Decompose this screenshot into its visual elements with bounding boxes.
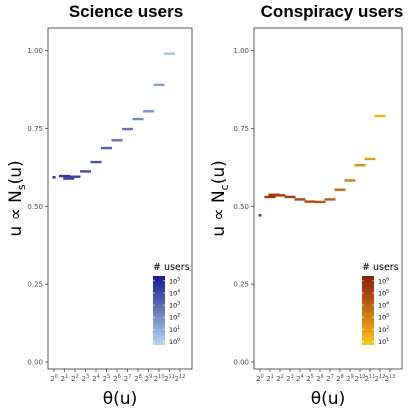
y-tick-label: 0.00	[27, 359, 43, 367]
legend-title: # users	[153, 262, 190, 273]
x-tick-label: 29	[346, 374, 354, 383]
x-tick-label: 24	[296, 374, 304, 383]
data-point	[264, 195, 276, 199]
data-point	[268, 193, 280, 196]
data-point	[143, 110, 154, 113]
data-point	[153, 83, 165, 87]
y-tick-label: 0.00	[233, 359, 249, 367]
x-tick-label: 22	[276, 374, 284, 383]
data-point	[69, 175, 81, 178]
x-tick-label: 27	[326, 374, 334, 383]
x-tick-label: 26	[113, 374, 121, 383]
data-point	[80, 170, 91, 173]
data-point	[164, 52, 175, 55]
legend: # users 105 104 103 102 101 100	[153, 262, 190, 346]
legend-tick-label: 102	[169, 313, 180, 322]
x-tick-label: 20	[50, 374, 58, 383]
x-axis-label: θ(u)	[311, 389, 345, 409]
data-point	[354, 163, 366, 167]
x-tick-label: 21	[61, 374, 69, 383]
y-axis-label: u ∝ Ns(u)	[6, 160, 28, 236]
plot-border	[253, 27, 403, 370]
data-point	[59, 174, 70, 178]
y-tick-label: 0.25	[27, 281, 43, 289]
x-tick-label: 21	[266, 374, 274, 383]
x-tick-label: 28	[134, 374, 142, 383]
x-tick-label: 23	[286, 374, 294, 383]
data-point	[344, 179, 356, 182]
x-tick-label: 27	[124, 374, 132, 383]
data-point	[314, 200, 326, 204]
chart-title: Conspiracy users	[261, 2, 404, 21]
y-tick-label: 0.75	[27, 125, 43, 133]
y-axis-label: u ∝ Nc(u)	[209, 160, 231, 237]
data-point	[334, 188, 346, 191]
x-tick-label: 210	[355, 374, 366, 383]
y-tick-label: 1.00	[233, 47, 249, 55]
legend-tick-label: 105	[169, 276, 180, 285]
x-tick-label: 28	[336, 374, 344, 383]
x-tick-label: 212	[375, 374, 386, 383]
legend-tick-label: 105	[378, 288, 389, 297]
data-point	[294, 198, 306, 201]
data-point	[122, 127, 133, 131]
legend-tick-label: 104	[378, 301, 389, 310]
legend-colorbar	[153, 276, 165, 345]
legend: # users 106 105 104 103 102 101	[362, 262, 399, 346]
data-point	[101, 146, 112, 150]
data-point	[63, 177, 75, 180]
x-tick-label: 25	[103, 374, 111, 383]
x-tick-label: 29	[145, 374, 153, 383]
data-point	[52, 176, 56, 179]
data-point	[258, 214, 262, 217]
legend-tick-label: 103	[169, 301, 180, 310]
plot-border	[47, 27, 193, 370]
y-tick-label: 0.50	[233, 203, 249, 211]
data-point	[111, 139, 123, 142]
legend-colorbar	[362, 276, 374, 345]
x-tick-label: 22	[71, 374, 79, 383]
legend-tick-label: 100	[169, 337, 180, 346]
legend-tick-label: 101	[378, 337, 389, 346]
x-tick-label: 26	[316, 374, 324, 383]
legend-tick-label: 103	[378, 313, 389, 322]
x-tick-label: 25	[306, 374, 314, 383]
x-tick-label: 23	[82, 374, 90, 383]
data-point	[284, 195, 296, 199]
y-tick-label: 0.50	[27, 203, 43, 211]
legend-tick-label: 102	[378, 325, 389, 334]
legend-title: # users	[362, 262, 399, 273]
data-point	[274, 194, 286, 197]
y-tick-label: 0.75	[233, 125, 249, 133]
data-point	[132, 117, 144, 121]
x-tick-label: 211	[365, 374, 376, 383]
chart-title: Science users	[69, 2, 183, 21]
legend-tick-label: 101	[169, 325, 180, 334]
legend-tick-label: 106	[378, 276, 389, 285]
data-point	[364, 157, 376, 161]
y-tick-label: 0.25	[233, 281, 249, 289]
x-tick-label: 20	[256, 374, 264, 383]
x-tick-label: 211	[164, 374, 175, 383]
x-tick-label: 210	[154, 374, 165, 383]
data-point	[324, 198, 336, 201]
x-tick-label: 24	[92, 374, 100, 383]
data-point	[90, 160, 102, 164]
x-axis-label: θ(u)	[103, 389, 137, 409]
x-tick-label: 213	[385, 374, 396, 383]
y-tick-label: 1.00	[27, 47, 43, 55]
x-tick-label: 212	[175, 374, 186, 383]
legend-tick-label: 104	[169, 288, 180, 297]
data-point	[304, 200, 316, 203]
data-point	[374, 114, 386, 118]
